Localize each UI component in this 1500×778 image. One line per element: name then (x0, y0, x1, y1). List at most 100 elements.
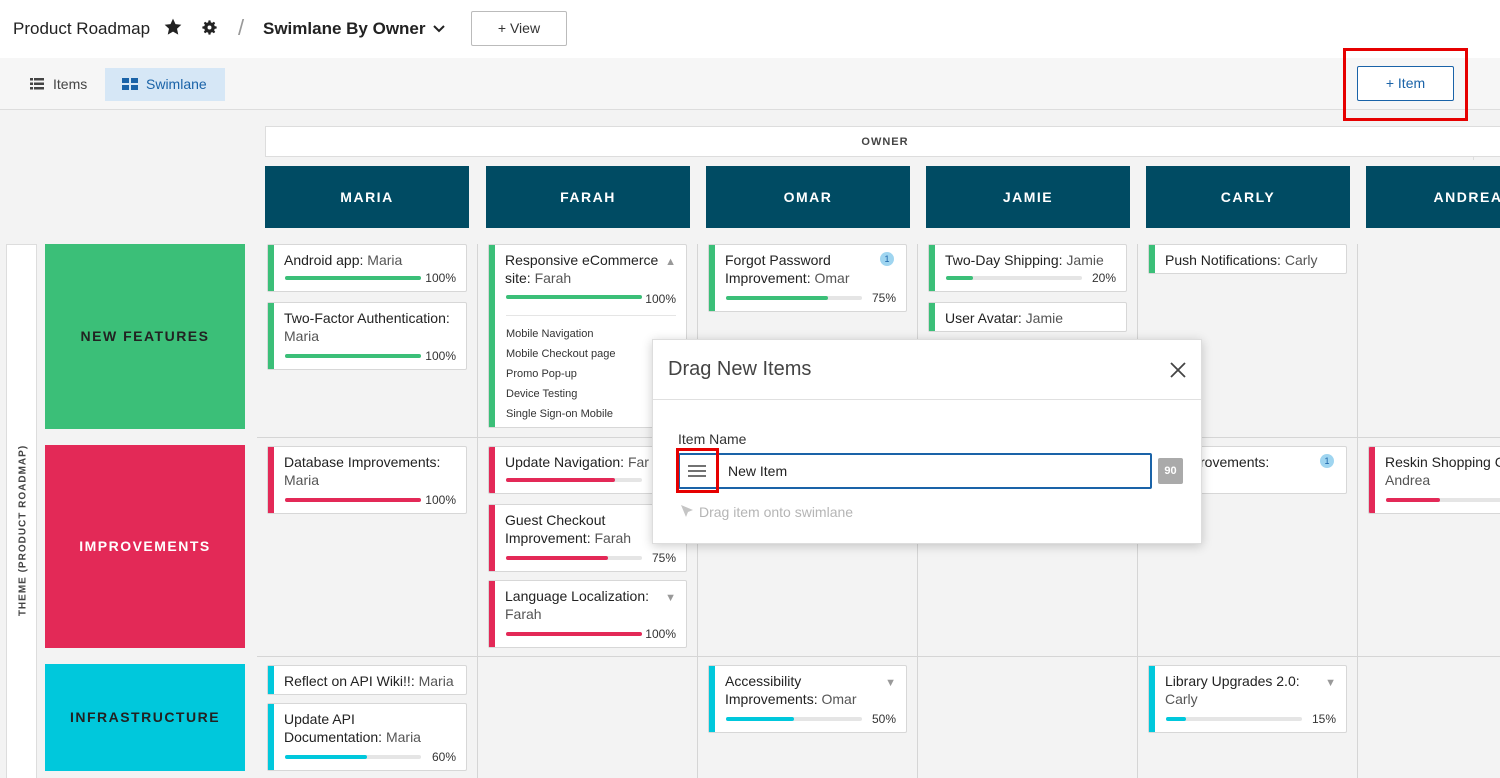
card-owner: Carly (1284, 252, 1318, 268)
column-header-andrea: ANDREA (1366, 166, 1500, 228)
expand-caret-icon[interactable]: ▼ (885, 677, 896, 689)
card-owner: Jamie (1025, 310, 1064, 326)
remaining-count-badge: 90 (1158, 458, 1183, 484)
highlight-add-item (1343, 48, 1468, 121)
card-percent: 100% (645, 292, 676, 306)
close-icon[interactable] (1169, 361, 1187, 379)
card-two-day-shipping[interactable]: Two-Day Shipping: Jamie 20% (928, 244, 1127, 292)
column-header-jamie: JAMIE (926, 166, 1130, 228)
breadcrumb-separator: / (238, 15, 245, 40)
card-title: Update Navigation: (505, 454, 625, 470)
progress-bar (506, 632, 642, 636)
card-owner: Farah (534, 270, 572, 286)
add-item-button[interactable]: + Item (1357, 66, 1454, 101)
card-library-upgrades[interactable]: Library Upgrades 2.0: Carly ▼ 15% (1148, 665, 1347, 733)
card-title: Language Localization: (505, 588, 650, 604)
dialog-header (653, 340, 1201, 400)
card-percent: 100% (425, 493, 456, 507)
item-name-input[interactable] (678, 453, 1152, 489)
drag-handle-icon[interactable] (685, 463, 709, 479)
card-database-improvements[interactable]: Database Improvements: Maria 100% (267, 446, 467, 514)
subitem[interactable]: Single Sign-on Mobile (506, 408, 614, 420)
dialog-title: Drag New Items (668, 358, 812, 380)
progress-fill (946, 276, 974, 280)
card-owner: Maria (367, 252, 403, 268)
tab-swimlane[interactable]: Swimlane (105, 68, 225, 101)
card-owner: Farah (505, 606, 542, 622)
tab-items[interactable]: Items (20, 68, 105, 101)
card-color-bar (489, 505, 495, 571)
card-android-app[interactable]: Android app: Maria 100% (267, 244, 467, 292)
progress-bar (285, 276, 421, 280)
theme-group-label: THEME (PRODUCT ROADMAP) (17, 444, 29, 617)
card-reflect-api[interactable]: Reflect on API Wiki!!: Maria (267, 665, 467, 695)
card-title: Two-Day Shipping: (945, 252, 1063, 268)
card-forgot-password[interactable]: Forgot Password Improvement: Omar 1 75% (708, 244, 907, 312)
card-color-bar (929, 245, 935, 291)
column-header-carly: CARLY (1146, 166, 1350, 228)
subitem[interactable]: Mobile Navigation (506, 328, 594, 340)
subitem[interactable]: Mobile Checkout page (506, 348, 616, 360)
card-percent: 20% (1091, 271, 1116, 285)
card-owner: Farah (594, 530, 632, 546)
tab-items-label: Items (53, 76, 88, 92)
card-owner: Far (627, 454, 649, 470)
card-owner: Jamie (1066, 252, 1104, 268)
card-percent: 100% (425, 271, 456, 285)
progress-fill (726, 296, 828, 300)
card-language-localization[interactable]: Language Localization: Farah ▼ 100% (488, 580, 687, 648)
card-color-bar (489, 245, 495, 427)
expand-caret-icon[interactable]: ▼ (665, 592, 676, 604)
comment-count-badge[interactable]: 1 (880, 252, 894, 266)
card-user-avatar[interactable]: User Avatar: Jamie (928, 302, 1127, 332)
card-percent: 50% (871, 712, 896, 726)
card-color-bar (268, 666, 274, 694)
card-responsive-ecommerce[interactable]: Responsive eCommerce site: Farah ▲ 100% … (488, 244, 687, 428)
column-divider (477, 244, 478, 778)
card-update-api-docs[interactable]: Update API Documentation: Maria 60% (267, 703, 467, 771)
star-icon[interactable] (163, 17, 183, 37)
card-title: Responsive eCommerce site: (505, 252, 659, 286)
row-header-new-features: NEW FEATURES (45, 244, 245, 429)
card-color-bar (1149, 666, 1155, 732)
card-accessibility[interactable]: Accessibility Improvements: Omar ▼ 50% (708, 665, 907, 733)
progress-fill (1386, 498, 1441, 502)
subitem[interactable]: Device Testing (506, 388, 578, 400)
progress-bar (726, 296, 862, 300)
progress-fill (285, 498, 421, 502)
card-reskin-shopping[interactable]: Reskin Shopping C Andrea (1368, 446, 1500, 514)
progress-fill (285, 276, 421, 280)
card-color-bar (709, 245, 715, 311)
view-selector[interactable]: Swimlane By Owner (263, 19, 426, 38)
card-color-bar (709, 666, 715, 732)
card-owner: Maria (284, 328, 320, 344)
card-push-notifications[interactable]: Push Notifications: Carly (1148, 244, 1347, 274)
card-title: Reskin Shopping C (1385, 454, 1500, 470)
card-two-factor[interactable]: Two-Factor Authentication: Maria 100% (267, 302, 467, 370)
add-view-button[interactable]: + View (471, 11, 567, 46)
highlight-drag-handle (676, 448, 719, 493)
subitem[interactable]: Promo Pop-up (506, 368, 577, 380)
progress-bar (506, 478, 642, 482)
progress-fill (506, 478, 615, 482)
gear-icon[interactable] (200, 18, 219, 37)
comment-count-badge[interactable]: 1 (1320, 454, 1334, 468)
column-divider (1357, 244, 1358, 778)
card-color-bar (268, 303, 274, 369)
view-toolbar: Items Swimlane + Item (0, 58, 1500, 160)
card-color-bar (268, 245, 274, 291)
expand-caret-icon[interactable]: ▼ (1325, 677, 1336, 689)
card-title: Reflect on API Wiki!!: (284, 673, 415, 689)
card-color-bar (268, 704, 274, 770)
chevron-down-icon[interactable] (432, 22, 446, 36)
row-header-improvements: IMPROVEMENTS (45, 445, 245, 648)
card-owner: Omar (814, 270, 850, 286)
card-percent: 60% (431, 750, 456, 764)
card-owner: Andrea (1385, 472, 1431, 488)
card-title: Database Improvements: (284, 454, 441, 470)
card-owner: Maria (418, 673, 454, 689)
card-color-bar (268, 447, 274, 513)
collapse-caret-icon[interactable]: ▲ (665, 256, 676, 268)
progress-bar (946, 276, 1082, 280)
column-header-farah: FARAH (486, 166, 690, 228)
